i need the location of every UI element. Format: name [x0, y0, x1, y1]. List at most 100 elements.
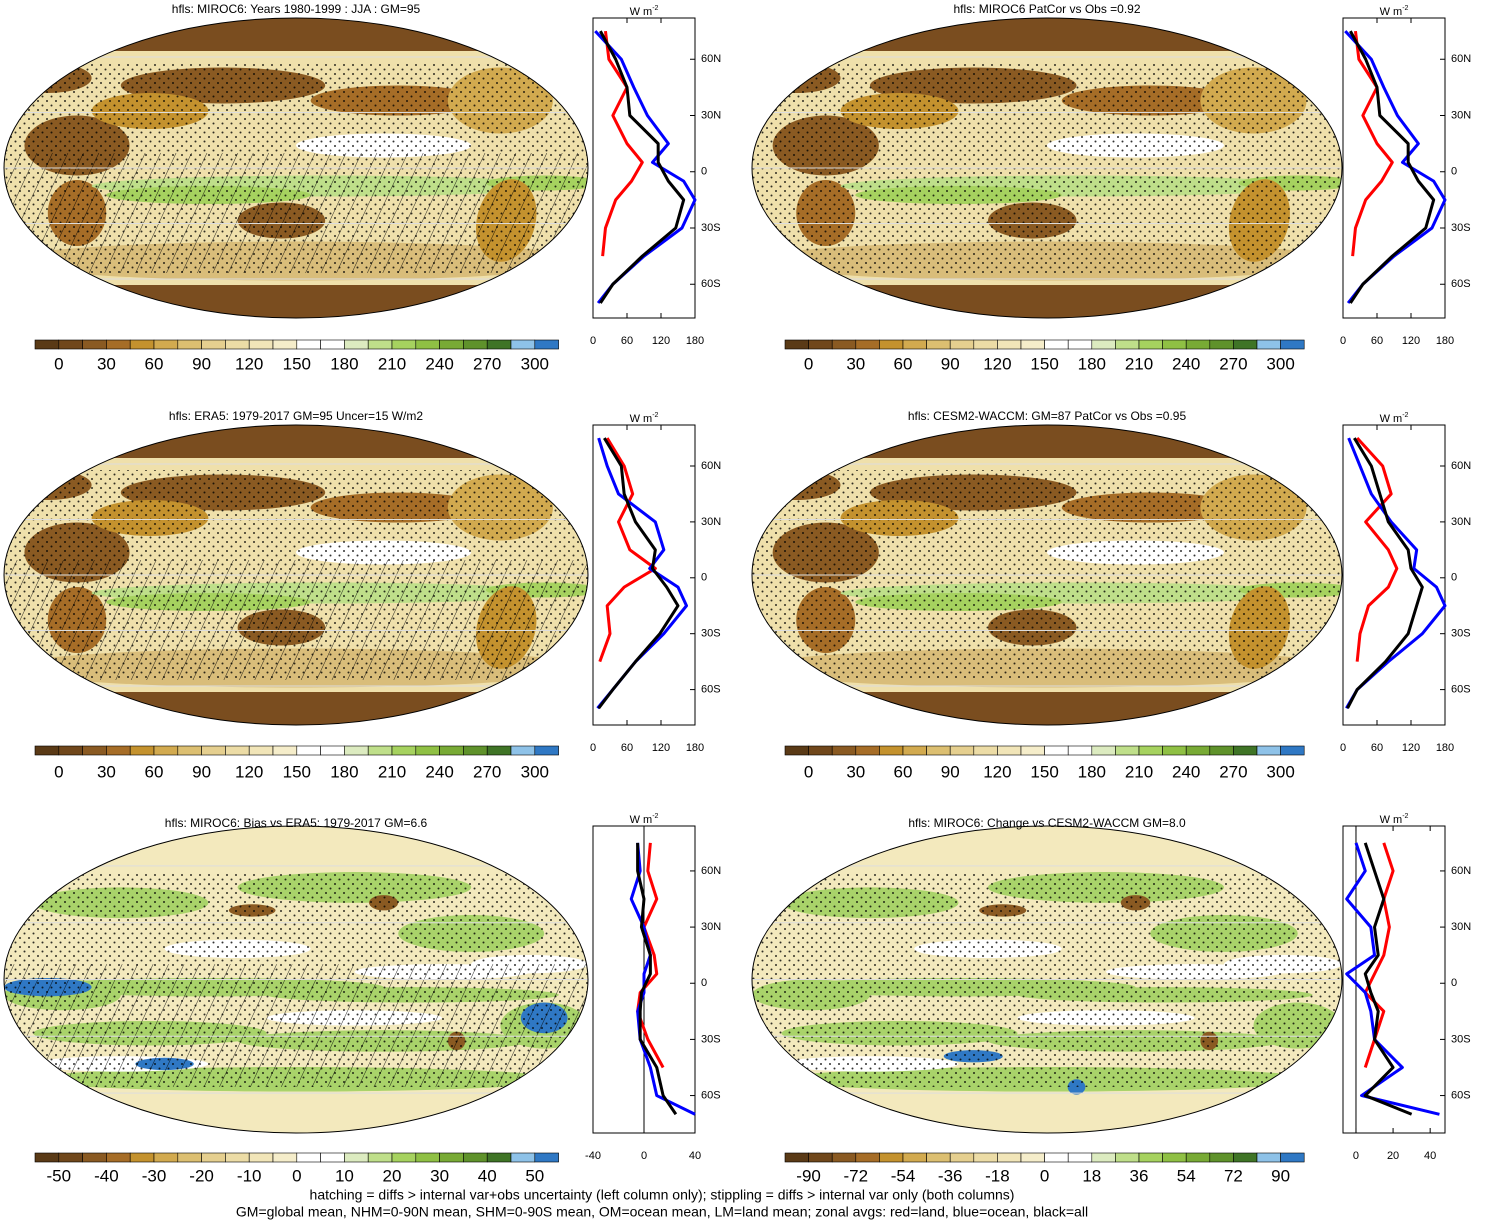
x-tick-label: 0 [641, 1150, 647, 1162]
colorbar-box [58, 1152, 83, 1163]
colorbar-label: 30 [97, 354, 116, 373]
x-tick-label: 180 [1436, 742, 1454, 754]
units: W m-2 [630, 5, 659, 18]
y-tick-label: 0 [1451, 977, 1457, 989]
colorbar-box [415, 1152, 440, 1163]
colorbar-box [784, 1152, 809, 1163]
y-tick-label: 0 [1451, 166, 1457, 178]
colorbar-label: 30 [430, 1166, 449, 1185]
colorbar-label: 0 [804, 762, 813, 781]
colorbar-box [831, 1152, 857, 1163]
y-tick-label: 30N [701, 921, 721, 933]
colorbar-box [997, 1152, 1022, 1163]
colorbar-label: 240 [425, 762, 453, 781]
polar-band [4, 18, 588, 51]
units: W m-2 [1380, 5, 1409, 18]
colorbar-box [1233, 339, 1258, 350]
x-tick-label: 180 [686, 742, 704, 754]
colorbar-label: 72 [1224, 1166, 1243, 1185]
colorbar-label: -50 [47, 1166, 72, 1185]
units: W m-2 [630, 813, 659, 826]
colorbar-box [1162, 745, 1187, 756]
map-title: hfls: ERA5: 1979-2017 GM=95 Uncer=15 W/m… [169, 409, 423, 423]
colorbar-box [58, 745, 83, 756]
hatching [4, 560, 588, 680]
colorbar-box [1280, 1152, 1305, 1163]
colorbar-label: 300 [1266, 762, 1294, 781]
colorbar-box [1209, 1152, 1234, 1163]
colorbar-box [439, 745, 464, 756]
colorbar-box [391, 339, 417, 350]
colorbar-box [1044, 339, 1069, 350]
map-outline [751, 424, 1343, 726]
colorbar-box [201, 1152, 226, 1163]
footnote: GM=global mean, NHM=0-90N mean, SHM=0-90… [236, 1204, 1088, 1220]
colorbar-box [367, 745, 393, 756]
x-tick-label: 180 [686, 335, 704, 347]
colorbar-label: 300 [521, 354, 549, 373]
y-tick-label: 60S [1451, 278, 1471, 290]
colorbar-box [82, 1152, 107, 1163]
map [4, 18, 588, 318]
polar-band [4, 692, 588, 725]
colorbar-box [153, 339, 179, 350]
colorbar-box [855, 339, 880, 350]
x-tick-label: 40 [689, 1150, 701, 1162]
y-tick-label: 60N [701, 865, 721, 877]
colorbar-box [82, 745, 107, 756]
colorbar-box [296, 745, 321, 756]
colorbar-box [534, 745, 559, 756]
colorbar-box [225, 339, 250, 350]
colorbar-label: 210 [1125, 354, 1153, 373]
colorbar-box [831, 745, 857, 756]
colorbar-box [855, 1152, 880, 1163]
colorbar-label: 30 [846, 762, 865, 781]
colorbar-box [855, 745, 880, 756]
colorbar-label: 60 [145, 762, 164, 781]
colorbar-box [997, 339, 1022, 350]
colorbar-box [344, 1152, 369, 1163]
colorbar-box [902, 339, 927, 350]
colorbar-box [1115, 339, 1140, 350]
zonal-line [599, 30, 686, 304]
polar-band [752, 285, 1342, 318]
colorbar-box [1067, 339, 1093, 350]
colorbar-label: 210 [378, 354, 406, 373]
colorbar-box [486, 745, 512, 756]
colorbar-label: 120 [235, 762, 263, 781]
colorbar-box [1185, 339, 1211, 350]
zonal-line [629, 842, 696, 1116]
y-tick-label: 30N [701, 109, 721, 121]
colorbar-box [997, 745, 1022, 756]
colorbar-box [344, 745, 369, 756]
colorbar-box [106, 1152, 131, 1163]
colorbar-label: 270 [473, 762, 501, 781]
colorbar-box [510, 745, 536, 756]
colorbar-label: 0 [54, 762, 63, 781]
colorbar-label: 300 [1266, 354, 1294, 373]
colorbar-box [510, 339, 536, 350]
y-tick-label: 30N [1451, 109, 1471, 121]
colorbar-box [1138, 745, 1163, 756]
y-tick-label: 30N [1451, 921, 1471, 933]
colorbar-label: 180 [1078, 354, 1106, 373]
colorbar-box [225, 1152, 250, 1163]
y-tick-label: 60S [1451, 684, 1471, 696]
colorbar-box [1091, 1152, 1116, 1163]
y-tick-label: 60S [701, 1089, 721, 1101]
colorbar-label: 240 [1172, 354, 1200, 373]
colorbar-box [248, 745, 274, 756]
map [752, 18, 1342, 318]
colorbar-box [949, 339, 975, 350]
colorbar-label: -18 [985, 1166, 1010, 1185]
colorbar-box [296, 1152, 321, 1163]
colorbar-box [1115, 745, 1140, 756]
colorbar-box [879, 1152, 904, 1163]
colorbar-box [153, 1152, 179, 1163]
x-tick-label: 60 [621, 742, 633, 754]
x-tick-label: -40 [585, 1150, 601, 1162]
map [4, 826, 588, 1133]
colorbar-box [510, 1152, 536, 1163]
colorbar-box [1138, 1152, 1163, 1163]
